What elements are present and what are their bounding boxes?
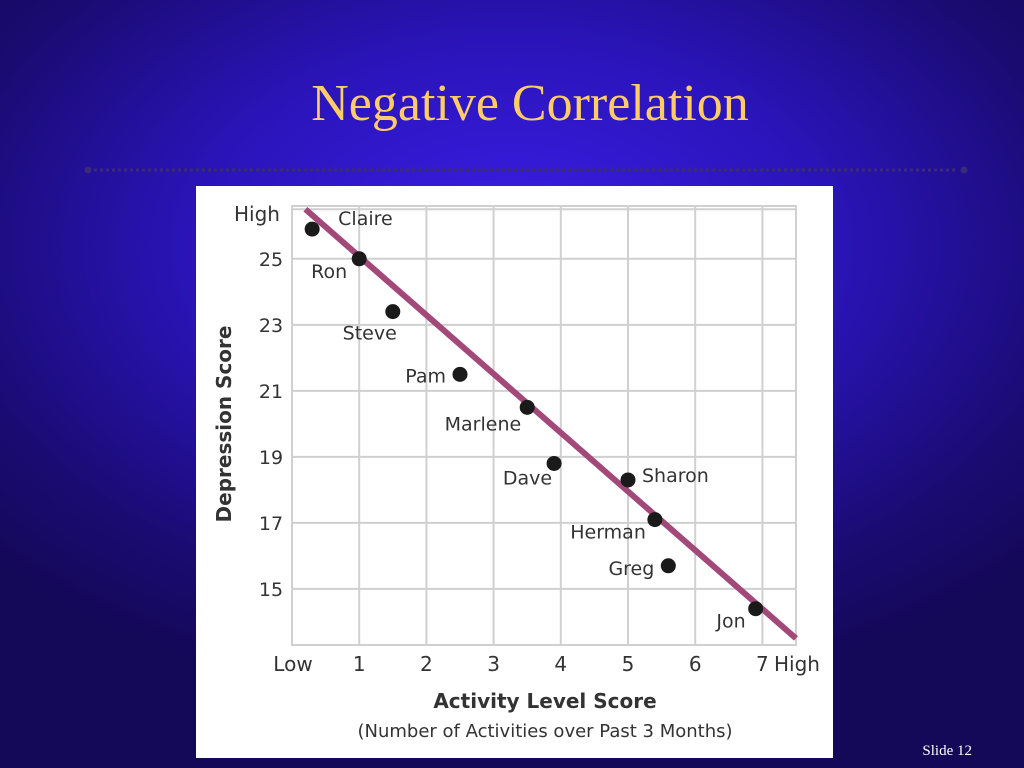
point-label: Jon — [715, 611, 745, 633]
trend-line — [303, 207, 798, 641]
x-axis-subtitle: (Number of Activities over Past 3 Months… — [357, 721, 732, 742]
x-tick-label: 2 — [420, 652, 433, 676]
grid-layer — [291, 205, 797, 646]
y-tick-label: 23 — [259, 315, 283, 337]
data-point — [660, 558, 676, 574]
plot-frame — [291, 205, 797, 646]
x-tick-label: Low — [273, 652, 312, 676]
trend-layer — [303, 207, 798, 641]
x-tick-label: 1 — [353, 652, 366, 676]
point-label: Dave — [503, 467, 552, 489]
y-axis-high-label: High — [234, 202, 280, 226]
y-tick-label: 21 — [259, 381, 283, 403]
slide-title: Negative Correlation — [311, 75, 749, 132]
y-tick-label: 15 — [259, 579, 283, 601]
data-point — [385, 304, 401, 320]
x-tick-label: 5 — [622, 652, 635, 676]
y-tick-label: 25 — [259, 249, 283, 271]
point-label: Ron — [311, 261, 347, 283]
y-tick-label: 19 — [259, 447, 283, 469]
data-point — [748, 601, 764, 617]
x-tick-label: 3 — [487, 652, 500, 676]
x-axis-high-label: High — [774, 652, 820, 676]
point-layer: Claire Ron Steve Pam Marlene Dave Sharon Herman… — [304, 208, 764, 633]
chart-panel: Claire Ron Steve Pam Marlene Dave Sharon Herman… — [196, 186, 833, 758]
x-tick-label: 7 — [756, 652, 769, 676]
data-point — [546, 455, 562, 471]
point-label: Claire — [338, 208, 393, 230]
data-point — [519, 399, 535, 415]
scatter-chart: Claire Ron Steve Pam Marlene Dave Sharon Herman… — [212, 202, 820, 742]
data-point — [351, 251, 367, 267]
point-label: Marlene — [445, 413, 522, 435]
point-label: Sharon — [642, 465, 709, 487]
x-axis-title: Activity Level Score — [433, 689, 656, 713]
x-tick-label: 6 — [689, 652, 702, 676]
point-label: Pam — [405, 365, 446, 387]
y-tick-label: 17 — [259, 513, 283, 535]
slide-number: Slide 12 — [922, 743, 972, 759]
point-label: Herman — [570, 522, 646, 544]
point-label: Steve — [343, 323, 397, 345]
point-label: Greg — [608, 558, 654, 580]
data-point — [620, 472, 636, 488]
data-point — [304, 221, 320, 237]
x-tick-label: 4 — [554, 652, 567, 676]
y-axis-title: Depression Score — [212, 326, 236, 523]
data-point — [647, 512, 663, 528]
data-point — [452, 366, 468, 382]
dotted-divider — [84, 166, 968, 174]
